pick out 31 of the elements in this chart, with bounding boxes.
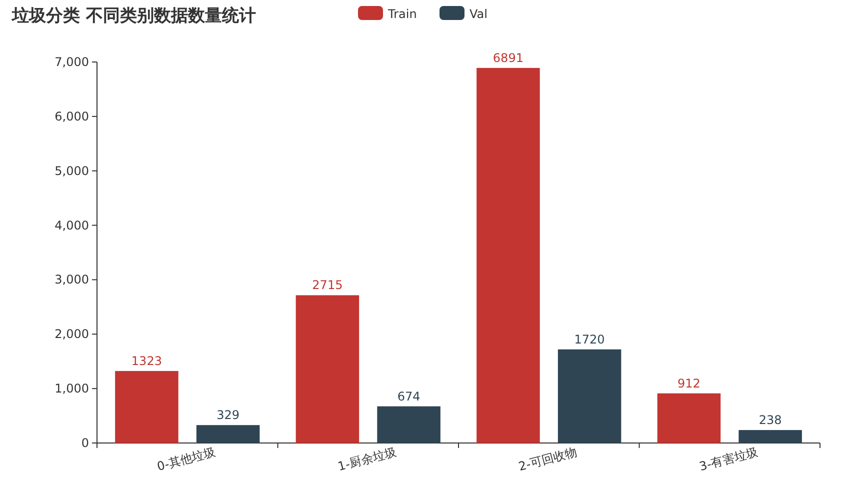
y-tick-label: 7,000 bbox=[54, 55, 89, 69]
legend-label: Val bbox=[470, 7, 488, 21]
y-tick-label: 6,000 bbox=[54, 109, 89, 124]
y-tick-label: 3,000 bbox=[54, 272, 89, 287]
bar bbox=[296, 295, 360, 443]
x-tick-label: 0-其他垃圾 bbox=[156, 444, 218, 474]
bar bbox=[558, 349, 622, 443]
bar bbox=[115, 370, 178, 443]
data-label: 238 bbox=[758, 413, 782, 428]
legend-label: Train bbox=[387, 7, 417, 21]
chart-title: 垃圾分类 不同类别数据数量统计 bbox=[11, 6, 256, 26]
data-label: 329 bbox=[216, 408, 240, 422]
data-label: 6891 bbox=[492, 50, 524, 65]
data-label: 1720 bbox=[574, 332, 605, 346]
x-tick-label: 2-可回收物 bbox=[517, 444, 579, 474]
data-label: 674 bbox=[397, 389, 420, 404]
bar bbox=[476, 68, 540, 443]
data-label: 1323 bbox=[131, 354, 162, 368]
bar bbox=[738, 430, 802, 443]
y-tick-label: 1,000 bbox=[54, 382, 89, 396]
x-tick-label: 1-厨余垃圾 bbox=[336, 444, 398, 474]
y-tick-label: 4,000 bbox=[54, 218, 89, 232]
data-label: 912 bbox=[678, 376, 700, 390]
y-tick-label: 2,000 bbox=[54, 327, 89, 342]
data-label: 2715 bbox=[312, 278, 343, 292]
bar bbox=[377, 406, 440, 443]
y-tick-label: 0 bbox=[81, 436, 89, 450]
bar bbox=[196, 425, 260, 443]
bar bbox=[657, 393, 721, 443]
y-tick-label: 5,000 bbox=[54, 164, 89, 178]
x-tick-label: 3-有害垃圾 bbox=[698, 444, 760, 474]
